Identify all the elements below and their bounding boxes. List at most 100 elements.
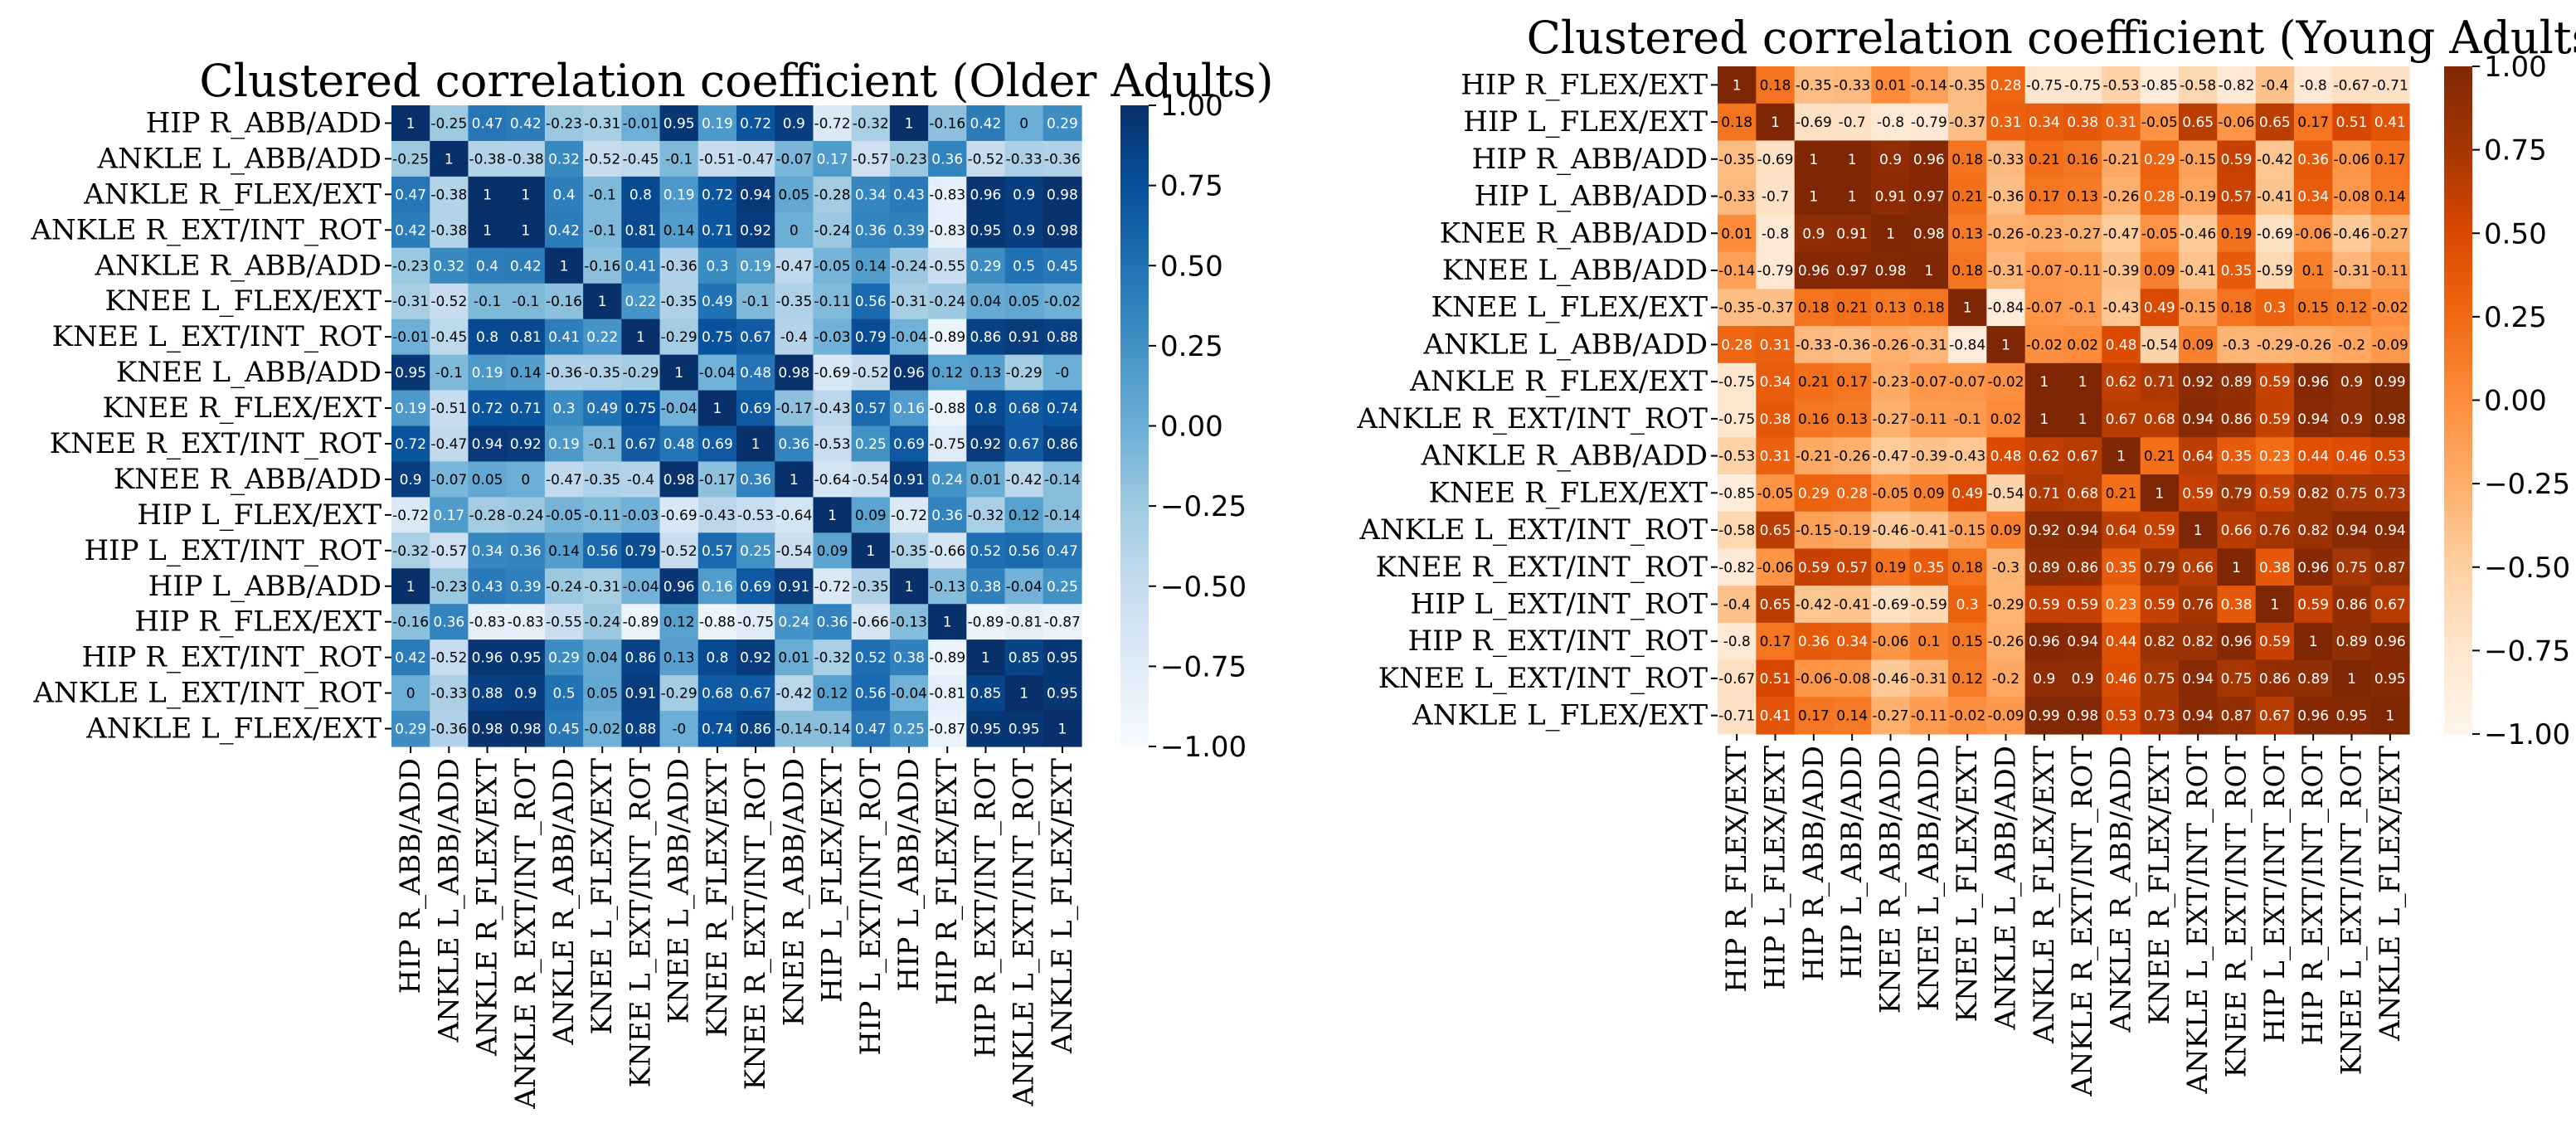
heatmap-cell	[1756, 586, 1796, 624]
cell-value-label: -0.46	[1873, 671, 1909, 688]
heatmap-cell	[468, 604, 508, 640]
heatmap-cell	[1833, 622, 1872, 661]
cell-value-label: 0.17	[1760, 634, 1791, 650]
cell-value-label: -0.1	[589, 187, 616, 203]
heatmap-cell	[928, 354, 967, 391]
heatmap-cell	[2140, 177, 2180, 216]
heatmap-cell	[697, 247, 737, 284]
cell-value-label: 0.91	[893, 472, 925, 489]
heatmap-cell	[1043, 639, 1082, 676]
cell-value-label: 1	[2155, 485, 2164, 502]
heatmap-cell	[1986, 400, 2026, 438]
cell-value-label: 0.89	[2221, 374, 2253, 391]
heatmap-cell	[391, 283, 430, 320]
heatmap-cell	[2294, 659, 2333, 698]
cell-value-label: 0.76	[2259, 523, 2291, 539]
heatmap-cell	[1794, 586, 1834, 624]
heatmap-cell	[659, 318, 699, 356]
cell-value-label: -0.29	[622, 365, 659, 382]
cell-value-label: 0.59	[2182, 485, 2214, 502]
heatmap-cell	[544, 425, 584, 463]
column-label: KNEE R_EXT/INT_ROT	[2220, 746, 2253, 1078]
column-label: KNEE R_FLEX/EXT	[701, 758, 734, 1038]
heatmap-cell	[544, 461, 584, 498]
cell-value-label: -0.3	[1992, 560, 2019, 576]
heatmap-cell	[1043, 568, 1082, 605]
heatmap-cell	[2179, 548, 2218, 586]
cell-value-label: 0	[521, 472, 530, 489]
cell-value-label: 1	[1019, 686, 1028, 702]
cell-value-label: -0.38	[430, 187, 467, 203]
column-label: ANKLE L_ABB/ADD	[1990, 746, 2023, 1031]
cell-value-label: -0.67	[2334, 77, 2370, 94]
heatmap-cell	[2370, 548, 2410, 586]
cell-value-label: 0.67	[2259, 708, 2291, 725]
heatmap-cell	[1043, 711, 1082, 747]
heatmap-cell	[2024, 586, 2064, 624]
cell-value-label: 0.59	[2259, 411, 2291, 428]
cell-value-label: 0.57	[702, 543, 733, 560]
heatmap-cell	[1004, 711, 1044, 747]
heatmap-cell	[2063, 474, 2102, 513]
cell-value-label: -0.46	[2180, 226, 2216, 242]
heatmap-cell	[1718, 326, 1757, 364]
cell-value-label: 0.17	[1836, 374, 1868, 391]
cell-value-label: 0.39	[893, 222, 925, 239]
heatmap-cell	[1004, 354, 1044, 391]
heatmap-cell	[430, 461, 469, 498]
row-label: ANKLE L_EXT/INT_ROT	[32, 677, 382, 710]
colorbar-tick-label: −1.00	[2484, 718, 2570, 751]
heatmap-cell	[2255, 103, 2295, 142]
heatmap-cell	[1871, 140, 1911, 178]
cell-value-label: 0.67	[625, 436, 657, 453]
heatmap-cell	[430, 247, 469, 284]
cell-value-label: 0.52	[855, 650, 887, 667]
heatmap-young-adults: 1 0.18 -0.35 -0.33 0.01 -0.14 -0.35 0.28 -0.75 -0…	[1356, 51, 2570, 1097]
cell-value-label: -0.24	[929, 294, 965, 310]
cell-value-label: 0.14	[510, 365, 542, 382]
cell-value-label: -0.8	[2300, 77, 2327, 94]
heatmap-cell	[2102, 400, 2141, 438]
cell-value-label: -0.33	[1718, 189, 1755, 206]
heatmap-cell	[2370, 103, 2410, 142]
cell-value-label: 0.95	[1047, 650, 1078, 667]
cell-value-label: -0.13	[929, 579, 965, 596]
heatmap-cell	[1004, 318, 1044, 356]
heatmap-cell	[2294, 400, 2333, 438]
heatmap-cell	[468, 354, 508, 391]
heatmap-cell	[659, 247, 699, 284]
cell-value-label: -0.29	[1988, 596, 2024, 613]
cell-value-label: -0.36	[430, 722, 467, 738]
heatmap-cell	[1871, 400, 1911, 438]
cell-value-label: 0.62	[2029, 449, 2060, 465]
cell-value-label: 0.94	[2336, 523, 2368, 539]
heatmap-cell	[430, 354, 469, 391]
heatmap-cell	[621, 140, 661, 177]
cell-value-label: -0.21	[2103, 152, 2140, 168]
row-label: ANKLE R_EXT/INT_ROT	[30, 213, 382, 246]
cell-value-label: 0.48	[2106, 337, 2137, 353]
cell-value-label: 0.19	[472, 365, 503, 382]
heatmap-cell	[621, 390, 661, 427]
heatmap-cell	[2370, 400, 2410, 438]
heatmap-cell	[2102, 697, 2141, 735]
heatmap-cell	[1871, 66, 1911, 105]
heatmap-cell	[928, 425, 967, 463]
heatmap-cell	[2102, 548, 2141, 586]
cell-value-label: 0.32	[433, 258, 464, 275]
heatmap-cell	[468, 532, 508, 569]
heatmap-cell	[430, 497, 469, 533]
heatmap-cell	[736, 211, 775, 249]
heatmap-cell	[1756, 289, 1796, 327]
heatmap-cell	[851, 604, 891, 640]
heatmap-cell	[813, 176, 853, 213]
cell-value-label: -0.32	[853, 115, 889, 132]
cell-value-label: 0.34	[1836, 634, 1868, 650]
heatmap-cell	[391, 711, 430, 747]
cell-value-label: 0.12	[817, 686, 848, 702]
cell-value-label: -0.64	[814, 472, 851, 489]
heatmap-cell	[851, 639, 891, 676]
heatmap-cell	[583, 140, 622, 177]
cell-value-label: 0.98	[510, 722, 542, 738]
heatmap-cell	[775, 354, 814, 391]
